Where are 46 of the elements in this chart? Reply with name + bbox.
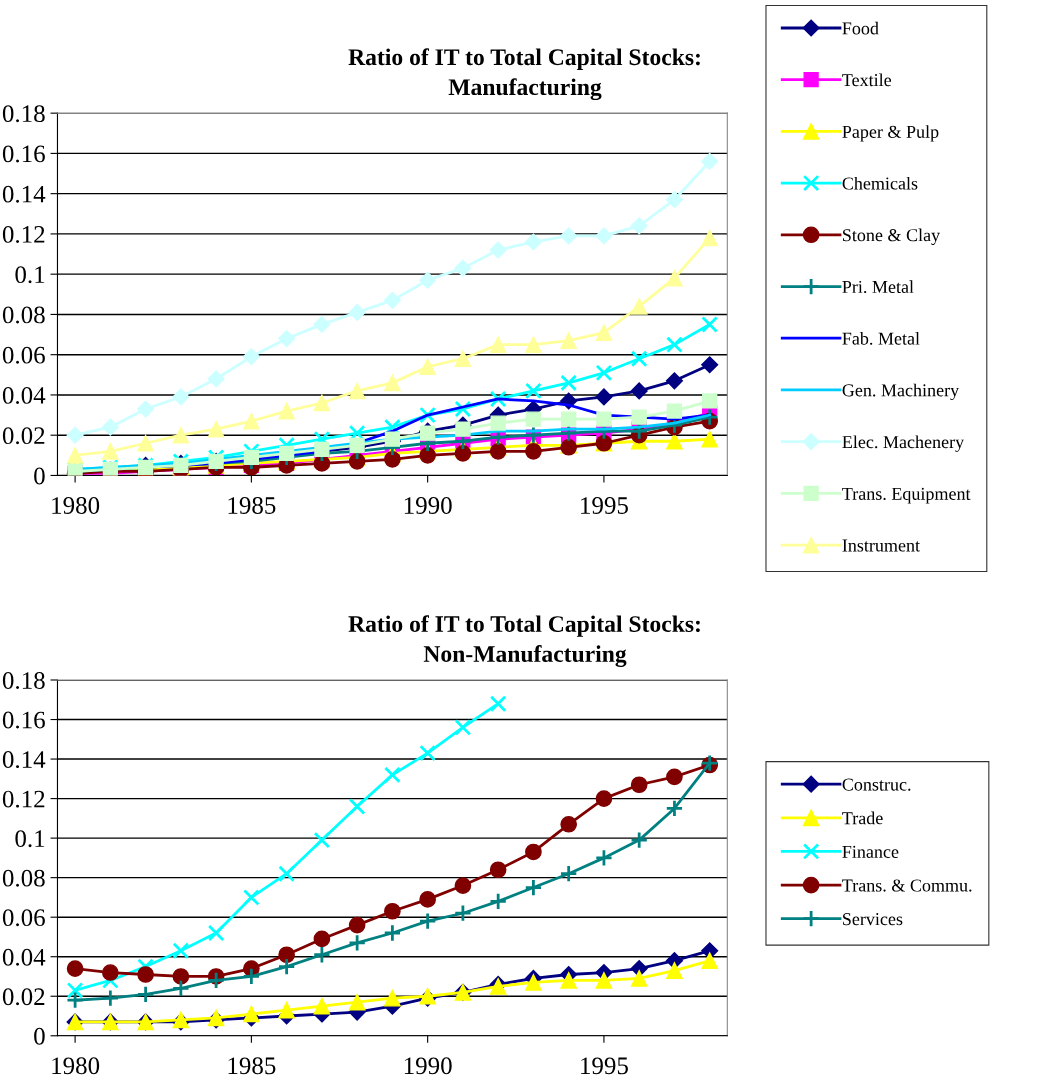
legend-label: Chemicals	[842, 176, 918, 190]
y-tick-label: 0.04	[2, 948, 46, 966]
y-tick-label: 0.14	[2, 751, 46, 769]
x-tick-label: 1990	[404, 1057, 452, 1075]
x-tick-label: 1980	[52, 497, 100, 514]
y-tick-label: 0.06	[2, 346, 45, 364]
legend-label: Stone & Clay	[843, 228, 941, 245]
y-tick-label: 0.12	[2, 790, 45, 808]
y-tick-label: 0.06	[2, 909, 45, 927]
legend-label: Trans. Equipment	[842, 487, 971, 504]
legend-label: Paper & Pulp	[842, 125, 939, 142]
legend-label: Gen. Machinery	[842, 383, 960, 401]
y-tick-label: 0	[34, 1027, 45, 1045]
legend-label: Fab. Metal	[842, 332, 920, 345]
y-tick-label: 0.12	[2, 225, 45, 243]
chart-title: Ratio of IT to Total Capital Stocks: Manufacturing	[348, 48, 700, 101]
x-tick-label: 1995	[581, 497, 628, 514]
legend-label: Textile	[842, 73, 892, 87]
chart-title: Ratio of IT to Total Capital Stocks: Non-Manufacturing	[348, 615, 700, 667]
y-tick-label: 0.08	[2, 869, 45, 887]
y-tick-label: 0.18	[2, 672, 45, 690]
legend-label: Food	[842, 21, 879, 35]
x-tick-label: 1995	[581, 1057, 628, 1075]
y-tick-label: 0.02	[2, 427, 45, 445]
x-tick-label: 1980	[52, 1057, 100, 1075]
legend-label: Elec. Machenery	[842, 435, 965, 452]
x-tick-label: 1985	[228, 1057, 276, 1075]
y-tick-label: 0.16	[2, 711, 45, 729]
y-tick-label: 0.02	[2, 988, 45, 1006]
y-tick-label: 0	[34, 467, 45, 485]
y-tick-label: 0.04	[2, 386, 46, 404]
y-tick-label: 0.08	[2, 306, 45, 324]
legend-label: Trade	[842, 811, 883, 825]
legend-label: Services	[843, 913, 903, 926]
y-tick-label: 0.18	[2, 105, 45, 123]
y-tick-label: 0.1	[15, 266, 45, 284]
x-tick-label: 1990	[404, 497, 452, 514]
x-tick-label: 1985	[228, 497, 276, 514]
y-tick-label: 0.16	[2, 145, 45, 163]
legend-label: Finance	[842, 845, 899, 858]
y-tick-label: 0.1	[15, 830, 45, 848]
legend-label: Trans. & Commu.	[842, 879, 972, 892]
legend-label: Instrument	[842, 539, 920, 552]
legend-label: Construc.	[842, 778, 911, 791]
y-tick-label: 0.14	[2, 185, 46, 203]
legend-label: Pri. Metal	[842, 280, 914, 294]
